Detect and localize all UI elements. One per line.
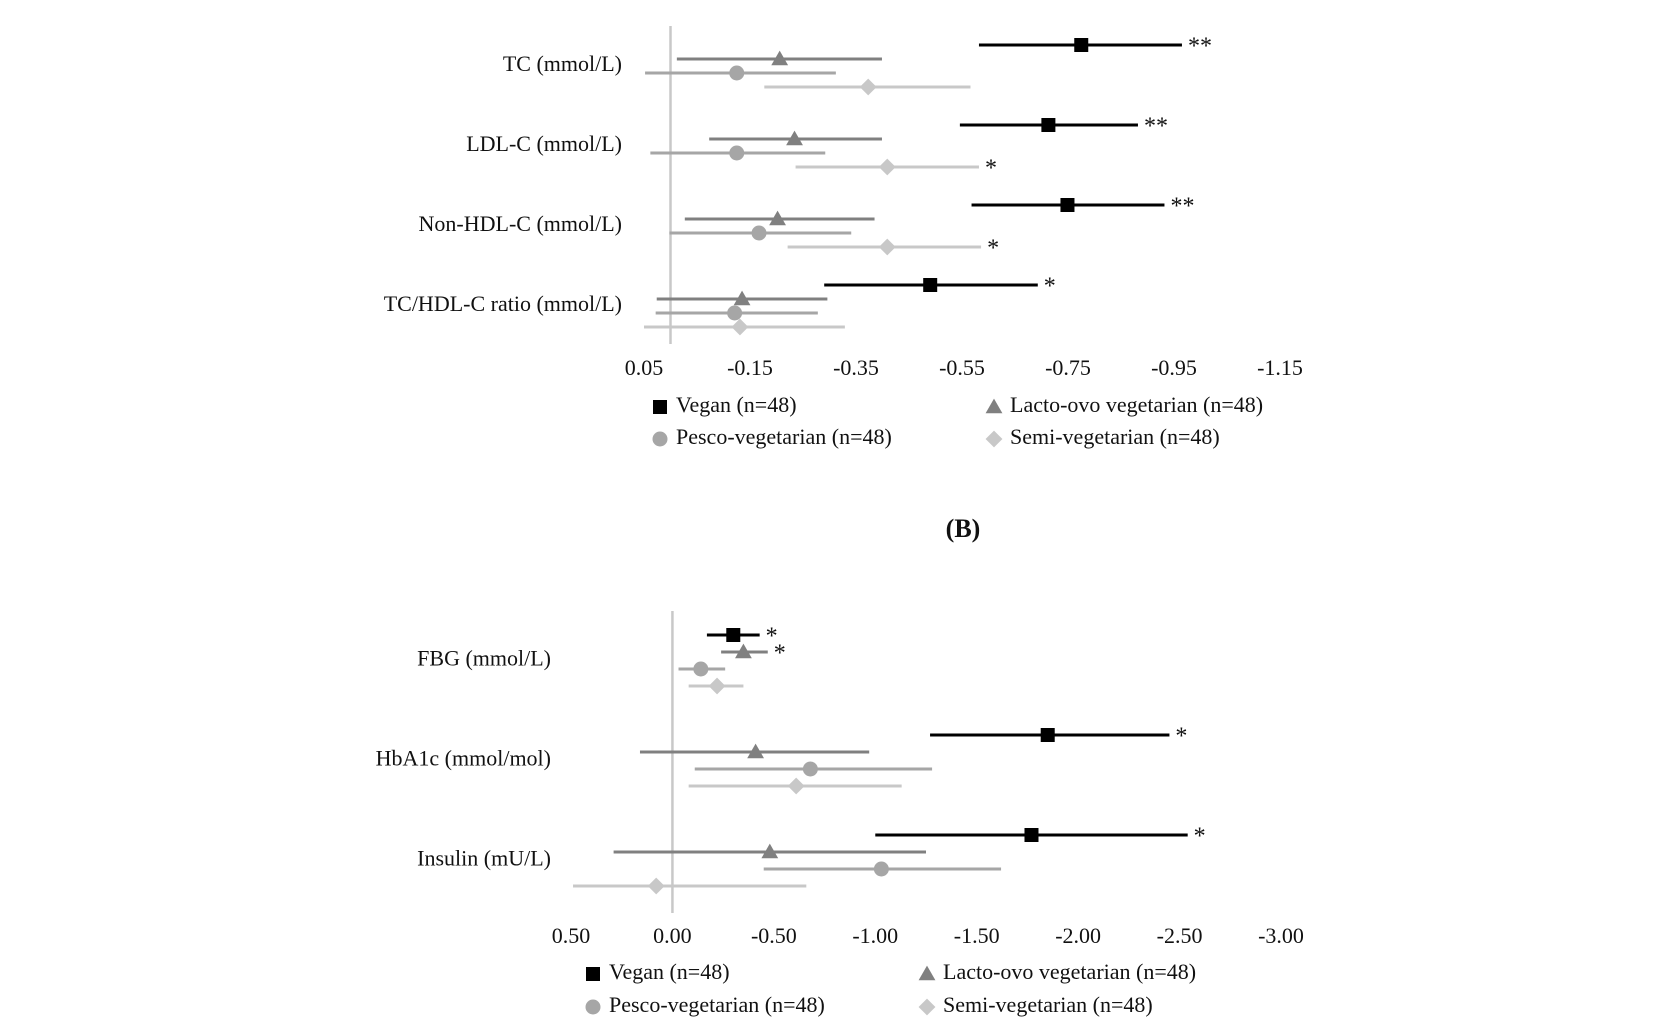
significance: * [985,156,997,182]
marker-diamond [878,158,896,176]
legend-label: Vegan (n=48) [676,392,797,417]
category-label: TC/HDL-C ratio (mmol/L) [384,291,622,316]
significance: * [1175,724,1187,750]
marker-circle [729,65,745,81]
x-tick-label: -1.50 [954,923,1000,948]
category-label: LDL-C (mmol/L) [466,131,622,156]
significance: * [766,624,778,650]
significance: ** [1170,194,1194,220]
x-tick-label: -3.00 [1258,923,1304,948]
marker-square [586,967,600,981]
marker-circle [693,661,709,677]
x-tick-label: -1.00 [852,923,898,948]
marker-circle [585,999,601,1015]
marker-square [1060,198,1075,212]
marker-square [923,278,938,292]
x-tick-label: -0.50 [751,923,797,948]
marker-circle [802,761,818,777]
legend-label: Lacto-ovo vegetarian (n=48) [943,959,1196,984]
marker-triangle [985,398,1003,414]
marker-square [1040,728,1055,742]
legend-label: Lacto-ovo vegetarian (n=48) [1010,392,1263,417]
legend-label: Pesco-vegetarian (n=48) [609,992,825,1017]
x-tick-label: -2.00 [1055,923,1101,948]
x-tick-label: -2.50 [1157,923,1203,948]
marker-diamond [985,430,1003,448]
marker-triangle [786,130,803,146]
category-label: TC (mmol/L) [503,51,622,76]
significance: ** [1144,114,1168,140]
x-tick-label: -0.55 [939,355,985,380]
marker-circle [727,305,743,321]
legend-label: Semi-vegetarian (n=48) [943,992,1153,1017]
category-label: Non-HDL-C (mmol/L) [419,211,622,236]
marker-triangle [761,843,779,859]
x-tick-label: -0.75 [1045,355,1091,380]
x-tick-label: -0.95 [1151,355,1197,380]
marker-triangle [735,643,752,659]
legend-label: Semi-vegetarian (n=48) [1010,424,1220,449]
marker-circle [729,145,745,161]
x-tick-label: -0.15 [727,355,773,380]
marker-square [653,400,667,414]
marker-diamond [647,877,665,895]
marker-triangle [918,965,936,981]
marker-triangle [771,50,789,66]
category-label: FBG (mmol/L) [417,646,551,671]
chart-title: (B) [946,514,981,543]
marker-triangle [733,290,751,306]
significance: * [774,641,786,667]
x-tick-label: -1.15 [1257,355,1303,380]
marker-triangle [747,743,764,759]
marker-diamond [878,238,896,256]
marker-diamond [731,318,749,336]
x-tick-label: 0.05 [625,355,664,380]
marker-circle [652,431,668,447]
marker-diamond [708,677,726,695]
marker-diamond [787,777,805,795]
x-tick-label: 0.00 [653,923,692,948]
marker-triangle [769,210,786,226]
legend-label: Vegan (n=48) [609,959,730,984]
marker-diamond [859,78,877,96]
significance: ** [1188,34,1212,60]
legend-label: Pesco-vegetarian (n=48) [676,424,892,449]
marker-circle [873,861,889,877]
category-label: HbA1c (mmol/mol) [376,746,551,771]
marker-square [1074,38,1089,52]
marker-square [726,628,741,642]
significance: * [1044,274,1056,300]
marker-square [1041,118,1056,132]
x-tick-label: -0.35 [833,355,879,380]
marker-square [1024,828,1039,842]
significance: * [1194,824,1206,850]
marker-circle [751,225,767,241]
marker-diamond [918,998,936,1016]
significance: * [987,236,999,262]
x-tick-label: 0.50 [552,923,591,948]
category-label: Insulin (mU/L) [417,846,551,871]
